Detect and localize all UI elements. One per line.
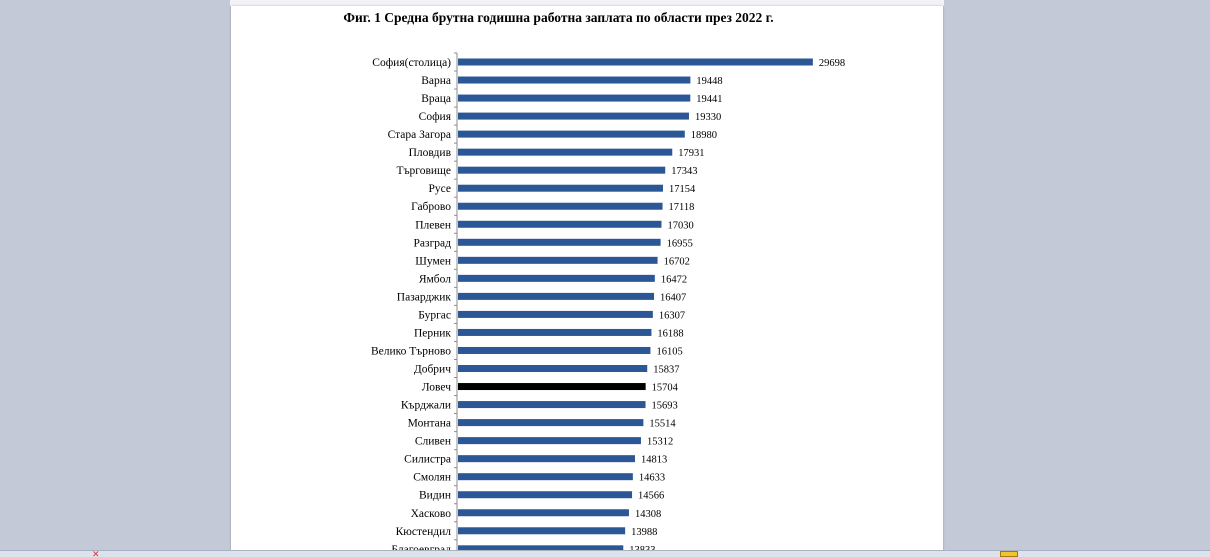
- category-label: Пловдив: [409, 147, 452, 159]
- bar: [458, 112, 689, 120]
- value-label: 17931: [678, 148, 704, 159]
- category-label: Силистра: [404, 454, 451, 466]
- category-label: Варна: [421, 75, 451, 87]
- bar: [458, 76, 691, 84]
- value-label: 15312: [647, 437, 673, 448]
- bar: [458, 274, 655, 282]
- value-label: 13833: [629, 545, 655, 551]
- value-label: 15837: [653, 365, 679, 376]
- value-label: 16105: [656, 346, 682, 357]
- category-label: Стара Загора: [388, 129, 451, 141]
- category-label: Видин: [419, 490, 451, 502]
- category-label: Пазарджик: [397, 291, 452, 303]
- value-label: 13988: [631, 527, 657, 538]
- bar: [458, 292, 655, 300]
- bar: [458, 509, 629, 517]
- value-label: 18980: [691, 130, 717, 141]
- value-label: 17030: [667, 220, 693, 231]
- category-label: София: [419, 111, 452, 123]
- bar: [458, 166, 666, 174]
- value-label: 17118: [669, 202, 695, 213]
- value-label: 14633: [639, 473, 665, 484]
- category-label: Ямбол: [419, 273, 451, 285]
- category-label: Плевен: [415, 219, 451, 231]
- value-label: 16307: [659, 310, 685, 321]
- proofing-error-icon[interactable]: ✕: [92, 551, 100, 557]
- category-label: Добрич: [414, 364, 451, 376]
- bar: [458, 94, 691, 102]
- bar: [458, 491, 633, 499]
- bar-chart: София(столица) 29698 Варна 19448 Враца 19441 С…: [371, 52, 845, 551]
- category-label: Кърджали: [401, 400, 451, 412]
- document-page: Фиг. 1 Средна брутна годишна работна зап…: [231, 6, 943, 551]
- category-label: Ловеч: [422, 382, 451, 394]
- bar: [458, 256, 658, 264]
- bar: [458, 130, 685, 138]
- bar: [458, 437, 641, 445]
- bar: [458, 220, 662, 228]
- bar: [458, 365, 648, 373]
- bar: [458, 328, 652, 336]
- bar: [458, 148, 673, 156]
- value-label: 16188: [657, 328, 683, 339]
- value-label: 14813: [641, 455, 667, 466]
- value-label: 16407: [660, 292, 686, 303]
- value-label: 16472: [661, 274, 687, 285]
- value-label: 15704: [652, 383, 679, 394]
- category-label: Перник: [414, 327, 451, 339]
- bar: [458, 473, 633, 481]
- bar: [458, 58, 813, 66]
- bar: [458, 419, 644, 427]
- bar: [458, 310, 653, 318]
- proofing-status-icon[interactable]: [1000, 551, 1018, 557]
- value-label: 29698: [819, 58, 845, 69]
- value-label: 16955: [667, 238, 693, 249]
- value-label: 19441: [696, 94, 722, 105]
- category-label: Кюстендил: [396, 526, 452, 538]
- category-label: Габрово: [411, 201, 451, 213]
- value-label: 19448: [696, 76, 722, 87]
- bar: [458, 346, 651, 354]
- category-label: Шумен: [415, 255, 451, 267]
- bar: [458, 401, 646, 409]
- category-label: Търговище: [397, 165, 451, 177]
- category-label: Смолян: [413, 472, 451, 484]
- bar: [458, 238, 661, 246]
- value-label: 14308: [635, 509, 661, 520]
- category-label: Сливен: [415, 436, 451, 448]
- bar: [458, 202, 663, 210]
- category-label: Хасково: [411, 508, 452, 520]
- bar: [458, 184, 663, 192]
- category-label: Монтана: [408, 418, 451, 430]
- value-label: 17343: [671, 166, 697, 177]
- value-label: 17154: [669, 184, 696, 195]
- category-label: София(столица): [372, 57, 451, 69]
- chart-title: Фиг. 1 Средна брутна годишна работна зап…: [343, 10, 774, 25]
- category-label: Разград: [414, 237, 452, 249]
- category-label: Бургас: [418, 309, 451, 321]
- category-label: Враца: [421, 93, 451, 105]
- category-label: Велико Търново: [371, 345, 451, 357]
- value-label: 15514: [649, 419, 676, 430]
- highlighted-bar: [458, 383, 646, 391]
- value-label: 16702: [664, 256, 690, 267]
- value-label: 19330: [695, 112, 721, 123]
- value-label: 14566: [638, 491, 664, 502]
- category-label: Русе: [429, 183, 452, 195]
- category-label: Благоевград: [391, 544, 451, 551]
- bar: [458, 545, 624, 551]
- value-label: 15693: [652, 401, 678, 412]
- bar: [458, 527, 626, 535]
- bar: [458, 455, 636, 463]
